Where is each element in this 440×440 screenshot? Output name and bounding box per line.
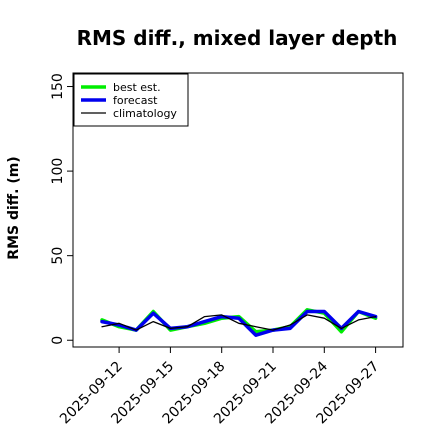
series-line-climatology	[101, 314, 377, 331]
chart-title: RMS diff., mixed layer depth	[77, 26, 398, 50]
series-lines	[100, 308, 378, 337]
legend-label-forecast: forecast	[113, 94, 158, 107]
y-tick-label-50: 50	[50, 247, 66, 265]
x-axis: 2025-09-122025-09-152025-09-182025-09-21…	[57, 347, 382, 427]
y-axis: 0 50 100 150	[50, 73, 73, 345]
legend-label-best-est: best est.	[113, 81, 161, 94]
plot-frame	[72, 72, 404, 348]
y-tick-label-150: 150	[50, 73, 66, 100]
y-axis-label: RMS diff. (m)	[6, 156, 22, 259]
y-tick-label-0: 0	[50, 336, 66, 345]
y-tick-label-100: 100	[50, 158, 66, 185]
legend-label-climatology: climatology	[113, 107, 177, 120]
series-line-forecast	[100, 309, 378, 337]
